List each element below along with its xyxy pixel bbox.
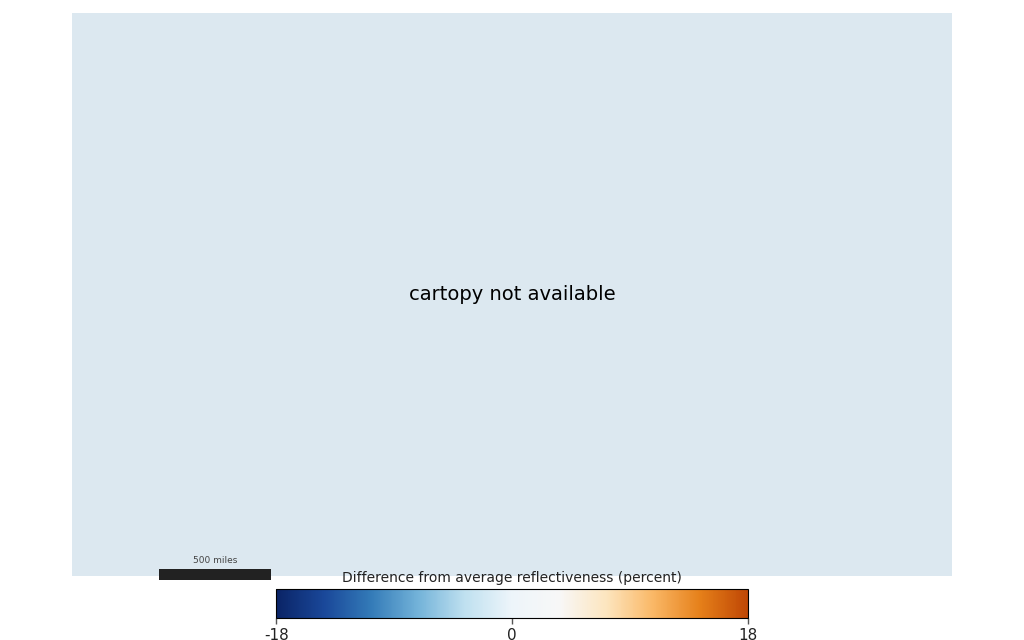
Text: cartopy not available: cartopy not available (409, 285, 615, 304)
Text: 500 miles: 500 miles (193, 556, 238, 565)
Title: Difference from average reflectiveness (percent): Difference from average reflectiveness (… (342, 571, 682, 585)
